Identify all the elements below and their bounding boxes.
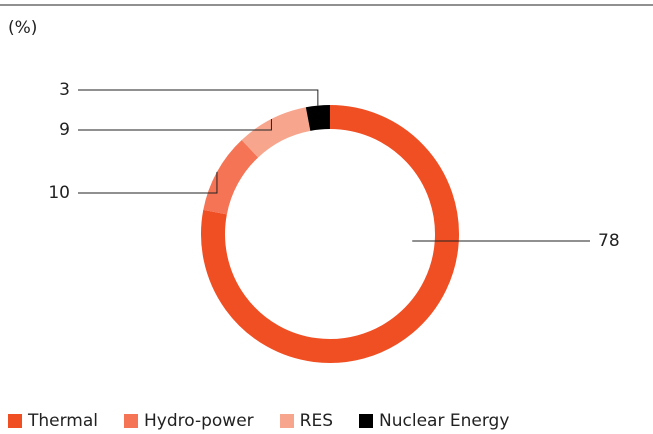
leader-line	[78, 119, 272, 131]
donut-segment	[305, 105, 331, 131]
chart: (%) 78 10 9 3	[0, 4, 653, 363]
legend-swatch	[124, 414, 139, 428]
legend: Thermal Hydro-power RES Nuclear Energy	[8, 411, 509, 431]
data-label: 78	[598, 231, 620, 251]
legend-label: Hydro-power	[144, 411, 254, 431]
legend-swatch	[8, 414, 22, 428]
legend-item: Hydro-power	[124, 411, 254, 431]
data-label: 9	[59, 120, 70, 140]
donut-segment	[201, 105, 459, 363]
legend-swatch	[359, 414, 374, 428]
donut-segment	[241, 107, 311, 158]
data-label: 3	[59, 80, 70, 100]
leader-line	[78, 171, 218, 194]
legend-item: Nuclear Energy	[359, 411, 509, 431]
donut-segment	[203, 139, 259, 215]
legend-item: Thermal	[8, 411, 98, 431]
legend-label: Thermal	[28, 411, 99, 431]
leader-line	[78, 89, 319, 106]
legend-item: RES	[279, 411, 334, 431]
legend-label: RES	[299, 411, 334, 431]
legend-swatch	[279, 414, 294, 428]
legend-label: Nuclear Energy	[379, 411, 510, 431]
data-label: 10	[48, 183, 70, 203]
unit-label: (%)	[8, 18, 37, 38]
